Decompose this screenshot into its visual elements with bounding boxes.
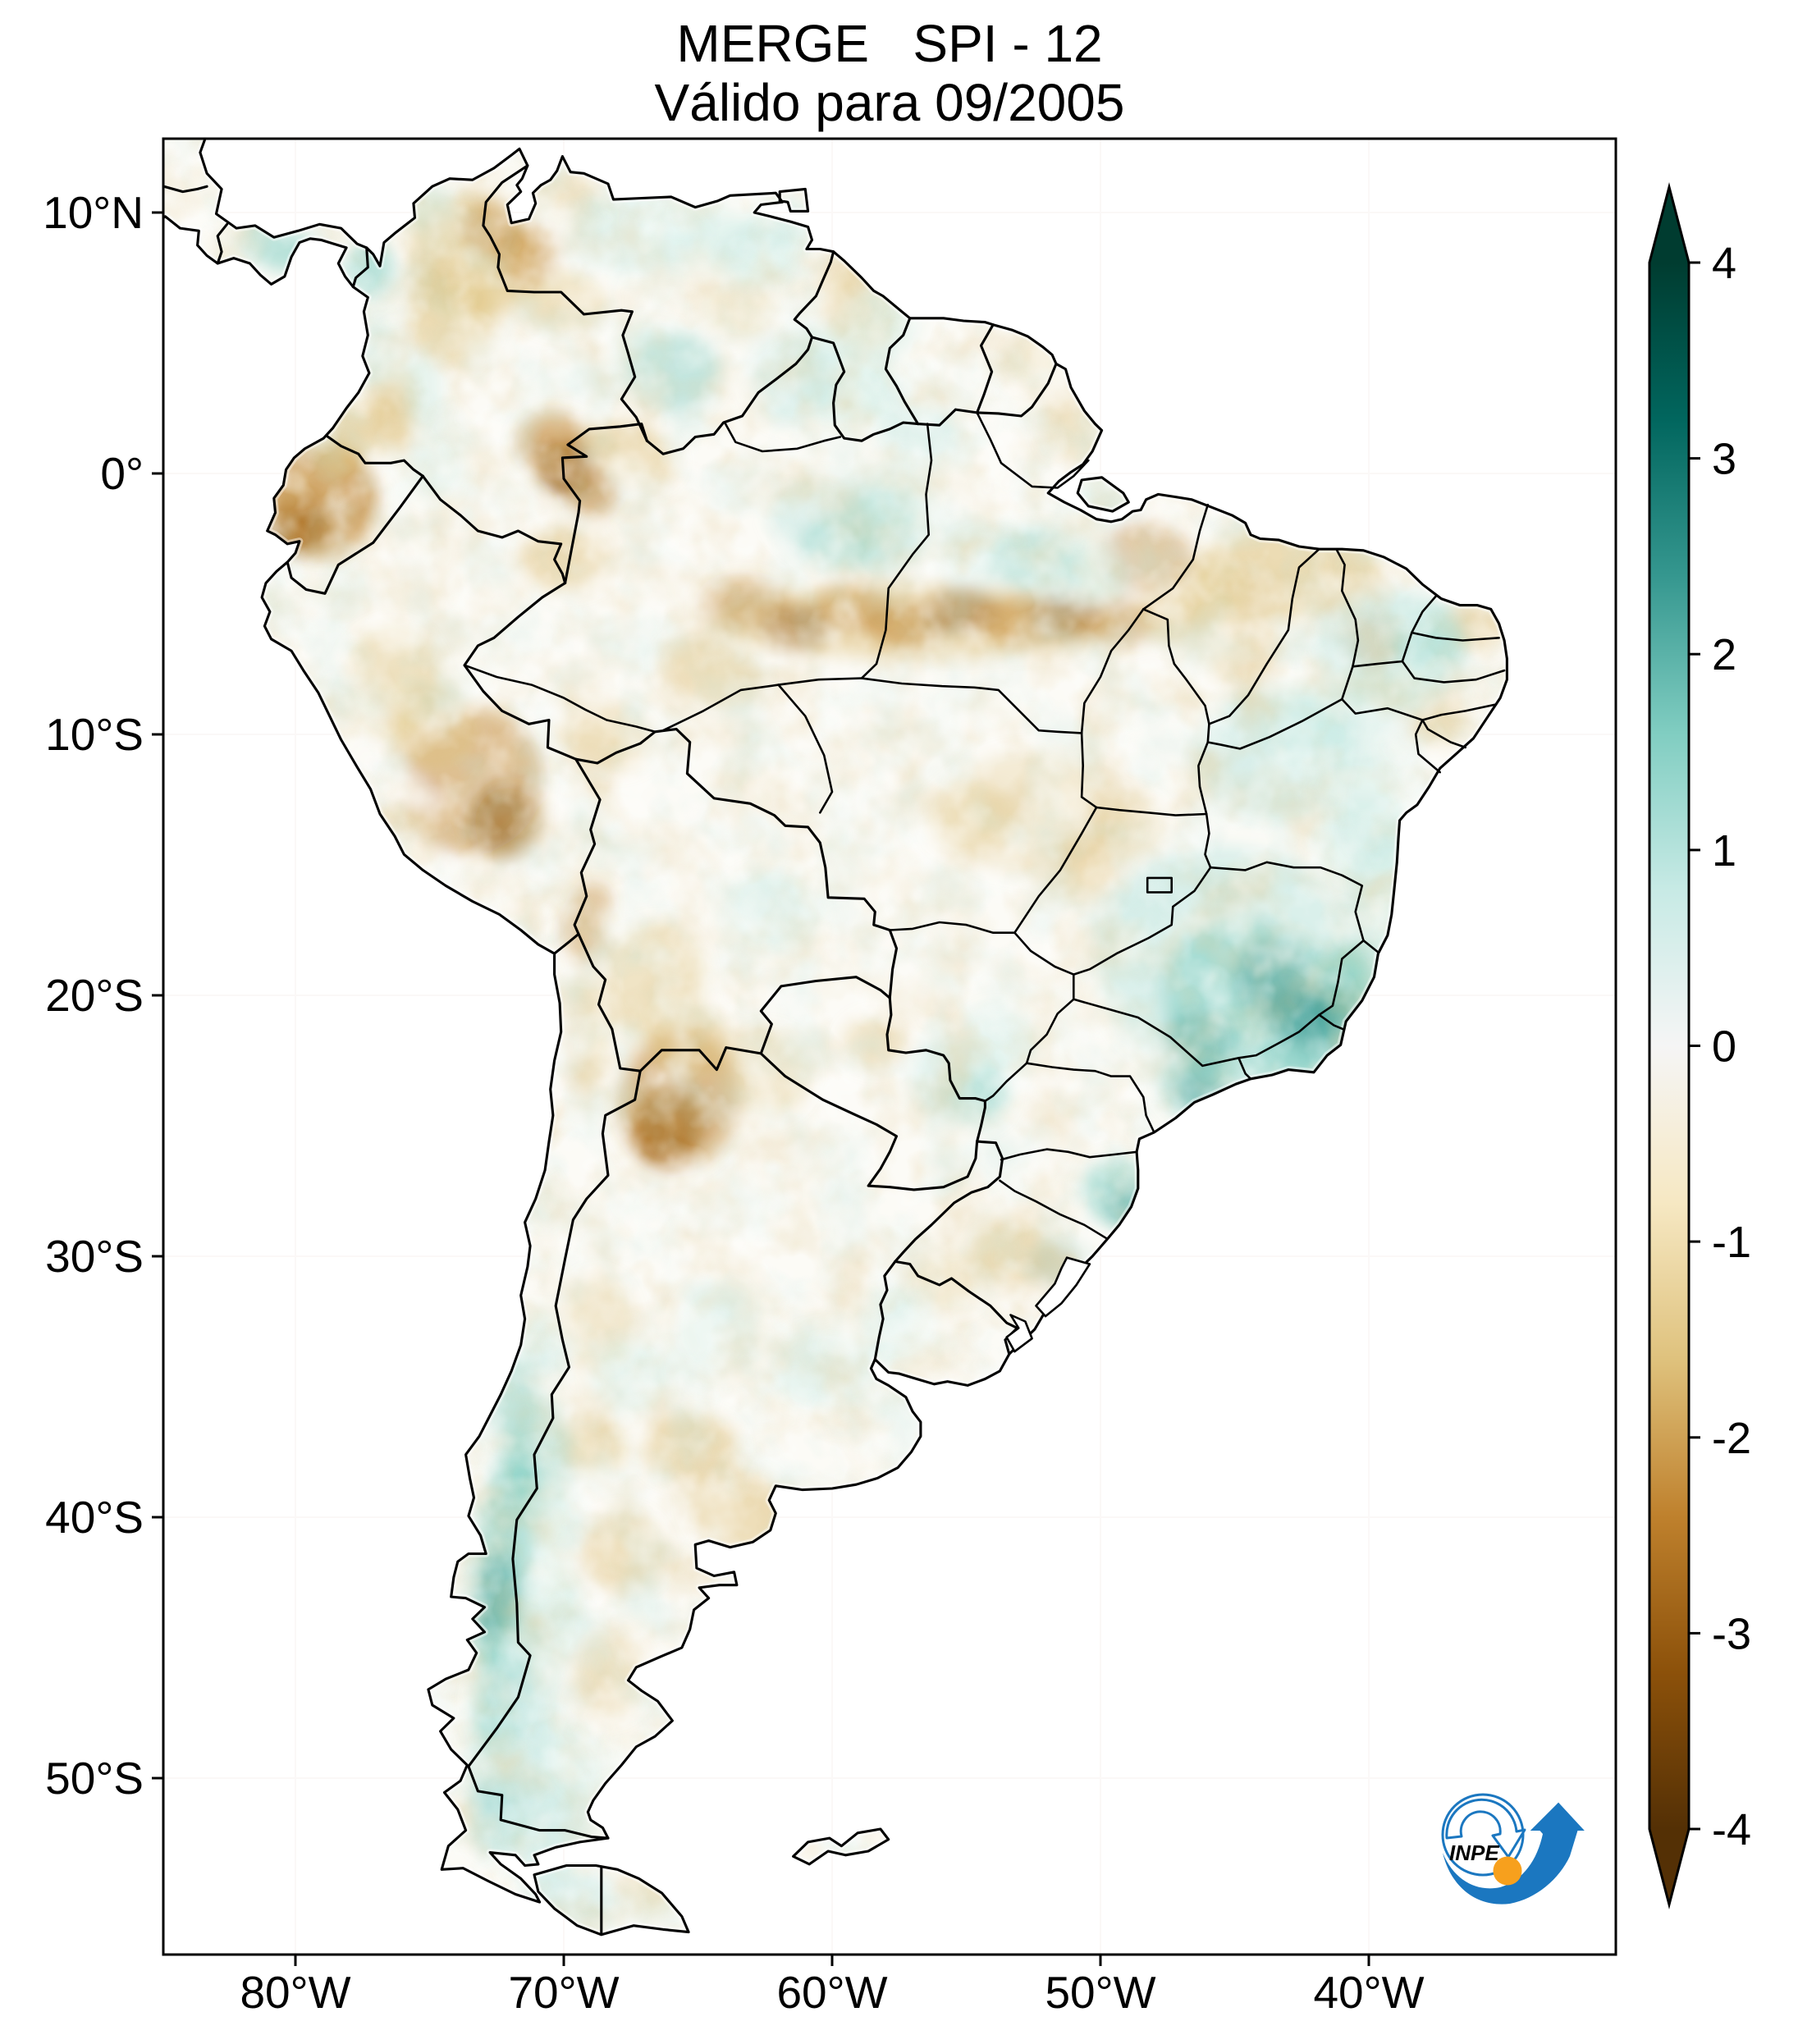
svg-text:-3: -3: [1712, 1609, 1751, 1658]
svg-text:80°W: 80°W: [240, 1967, 350, 2018]
svg-text:30°S: 30°S: [45, 1231, 144, 1282]
svg-text:10°N: 10°N: [43, 187, 144, 238]
svg-text:0°: 0°: [100, 448, 144, 499]
svg-text:3: 3: [1712, 435, 1736, 484]
svg-text:INPE: INPE: [1449, 1841, 1499, 1865]
svg-text:50°W: 50°W: [1045, 1967, 1155, 2018]
svg-text:-1: -1: [1712, 1218, 1751, 1267]
svg-text:10°S: 10°S: [45, 709, 144, 760]
svg-text:MERGE SPI - 12: MERGE SPI - 12: [676, 14, 1102, 73]
svg-text:Válido para 09/2005: Válido para 09/2005: [655, 73, 1125, 132]
svg-text:40°W: 40°W: [1313, 1967, 1424, 2018]
svg-text:40°S: 40°S: [45, 1492, 144, 1543]
svg-text:-4: -4: [1712, 1805, 1751, 1854]
svg-text:-2: -2: [1712, 1414, 1751, 1463]
svg-text:1: 1: [1712, 826, 1736, 876]
svg-text:0: 0: [1712, 1022, 1736, 1072]
svg-text:50°S: 50°S: [45, 1753, 144, 1804]
svg-text:2: 2: [1712, 630, 1736, 679]
svg-text:60°W: 60°W: [776, 1967, 887, 2018]
svg-text:20°S: 20°S: [45, 970, 144, 1021]
svg-text:70°W: 70°W: [508, 1967, 619, 2018]
svg-text:4: 4: [1712, 239, 1736, 288]
